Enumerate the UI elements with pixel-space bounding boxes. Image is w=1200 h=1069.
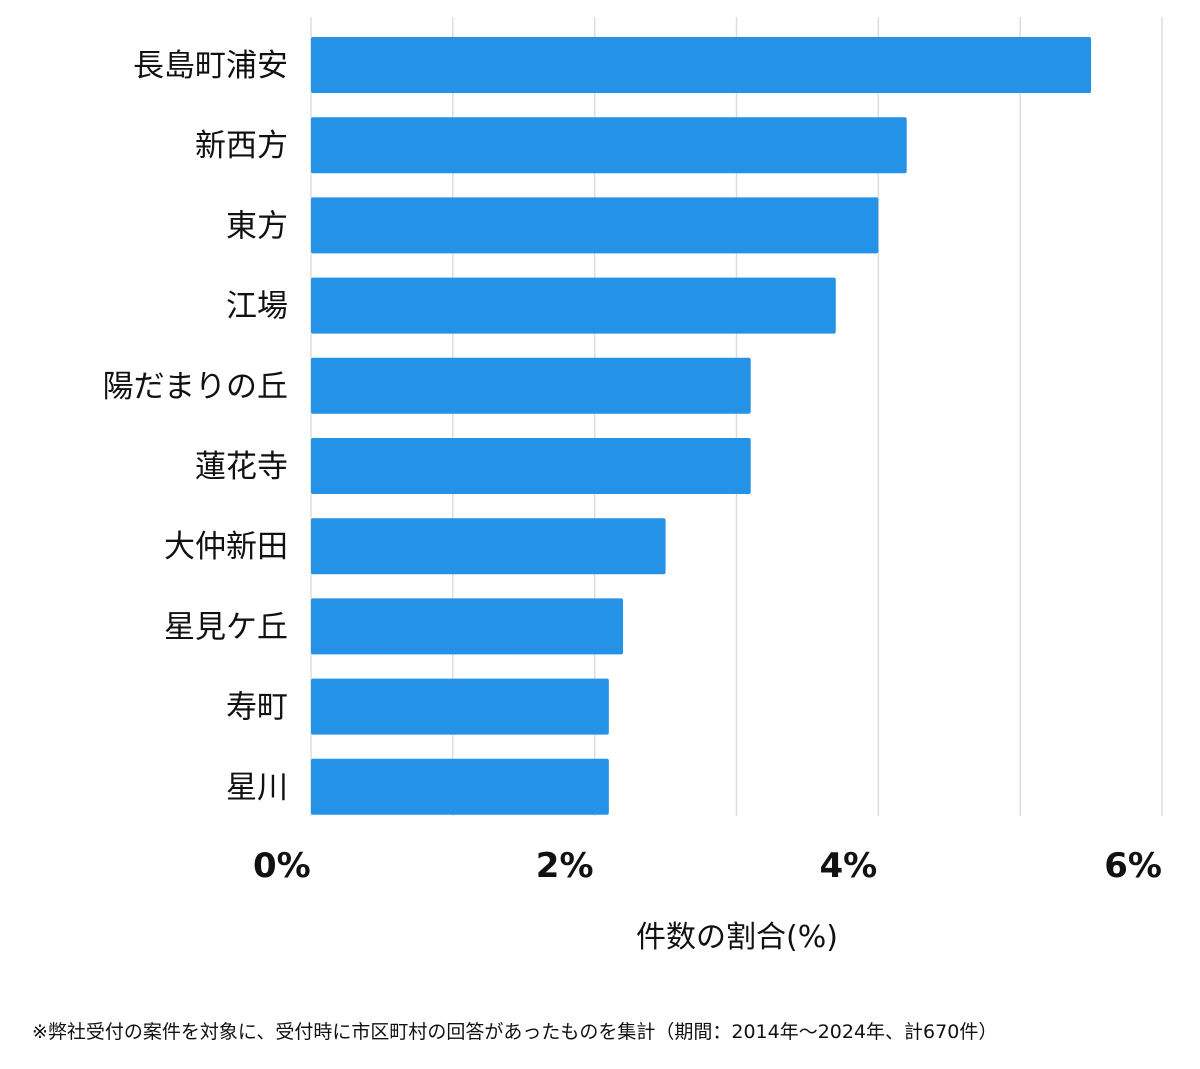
x-axis-title: 件数の割合(%) xyxy=(636,920,838,955)
category-label-0: 長島町浦安 xyxy=(133,48,288,84)
x-tick-label-2: 4% xyxy=(819,846,877,886)
bar-0 xyxy=(311,37,1092,93)
category-label-1: 新西方 xyxy=(195,128,288,164)
category-label-5: 蓮花寺 xyxy=(195,449,288,485)
bar-1 xyxy=(311,117,907,174)
bar-8 xyxy=(311,678,609,735)
bar-9 xyxy=(311,758,609,815)
bar-6 xyxy=(311,518,666,575)
category-label-2: 東方 xyxy=(226,208,288,244)
bar-5 xyxy=(311,438,751,494)
footnote: ※弊社受付の案件を対象に、受付時に市区町村の回答があったものを集計（期間：201… xyxy=(32,1021,998,1043)
x-tick-labels: 0% 2% 4% 6% xyxy=(253,846,1162,886)
category-label-8: 寿町 xyxy=(226,690,288,726)
category-label-3: 江場 xyxy=(226,289,288,325)
bars xyxy=(311,37,1092,815)
x-tick-label-3: 6% xyxy=(1104,846,1162,886)
category-label-7: 星見ケ丘 xyxy=(164,609,288,645)
x-tick-label-0: 0% xyxy=(253,846,311,886)
bar-4 xyxy=(311,357,751,414)
x-tick-label-1: 2% xyxy=(536,846,594,886)
bar-2 xyxy=(311,197,879,254)
category-label-4: 陽だまりの丘 xyxy=(103,369,288,405)
bar-7 xyxy=(311,598,624,655)
bar-3 xyxy=(311,277,836,334)
category-label-9: 星川 xyxy=(226,770,288,806)
category-label-6: 大仲新田 xyxy=(164,529,288,565)
